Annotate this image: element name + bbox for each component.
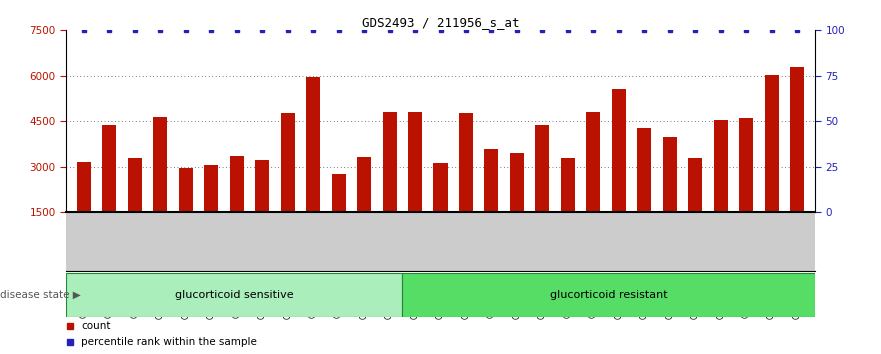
Bar bbox=[459, 113, 473, 212]
Bar bbox=[714, 120, 728, 212]
Bar bbox=[230, 156, 244, 212]
Bar bbox=[688, 158, 702, 212]
Bar bbox=[402, 273, 815, 317]
Bar bbox=[331, 174, 345, 212]
Bar bbox=[587, 113, 600, 212]
Bar bbox=[306, 77, 320, 212]
Bar bbox=[433, 163, 448, 212]
Bar bbox=[179, 168, 193, 212]
Bar bbox=[536, 125, 550, 212]
Bar bbox=[561, 158, 575, 212]
Bar bbox=[408, 112, 422, 212]
Bar bbox=[281, 113, 294, 212]
Bar bbox=[765, 75, 779, 212]
Bar bbox=[510, 153, 524, 212]
Bar bbox=[637, 128, 651, 212]
Bar bbox=[382, 112, 396, 212]
Text: disease state ▶: disease state ▶ bbox=[0, 290, 81, 300]
Bar bbox=[790, 68, 804, 212]
Text: glucorticoid resistant: glucorticoid resistant bbox=[550, 290, 667, 300]
Bar bbox=[128, 158, 142, 212]
Bar bbox=[611, 89, 626, 212]
Bar bbox=[204, 165, 218, 212]
Title: GDS2493 / 211956_s_at: GDS2493 / 211956_s_at bbox=[362, 16, 519, 29]
Bar bbox=[153, 117, 167, 212]
Bar bbox=[739, 118, 753, 212]
Text: count: count bbox=[81, 321, 111, 331]
Bar bbox=[102, 125, 116, 212]
Bar bbox=[357, 157, 371, 212]
Text: percentile rank within the sample: percentile rank within the sample bbox=[81, 337, 257, 347]
Bar bbox=[77, 162, 91, 212]
Text: glucorticoid sensitive: glucorticoid sensitive bbox=[174, 290, 293, 300]
Bar bbox=[66, 273, 402, 317]
Bar bbox=[663, 137, 677, 212]
Bar bbox=[485, 149, 499, 212]
Bar bbox=[255, 160, 270, 212]
